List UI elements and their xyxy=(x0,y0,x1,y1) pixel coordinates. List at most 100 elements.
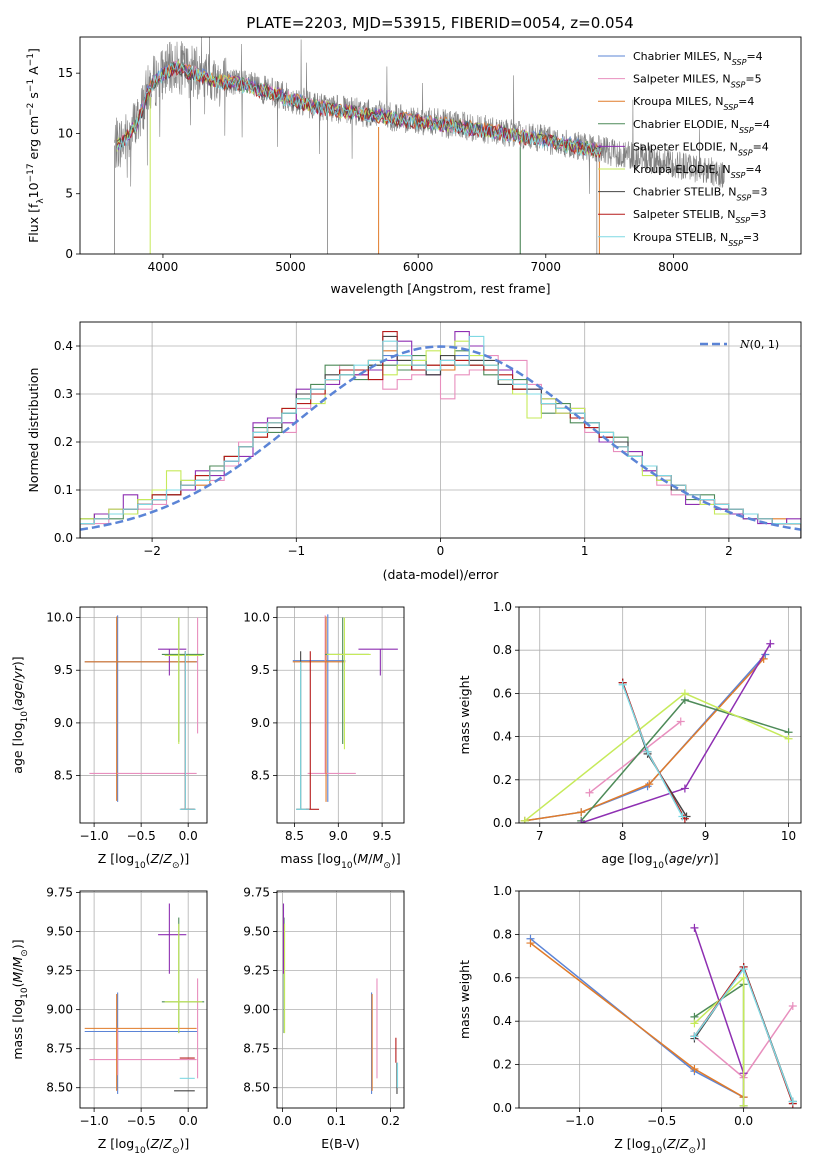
label-part: )] xyxy=(391,851,401,866)
x-tick-label: 0.0 xyxy=(734,1114,753,1128)
x-axis-label-mass-vs-ebv: E(B-V) xyxy=(321,1136,360,1151)
label-part: / xyxy=(692,851,697,866)
errorbar-kroupa-elodie xyxy=(326,617,371,750)
x-tick-label: 9.5 xyxy=(373,829,392,843)
legend-text: Kroupa ELODIE, N xyxy=(633,163,731,176)
label-part: 10 xyxy=(20,987,30,999)
legend-sub: SSP xyxy=(728,238,743,247)
axes-frame xyxy=(79,606,208,824)
label-part: 10 xyxy=(653,861,665,871)
x-tick-label: 7 xyxy=(536,829,544,843)
label-part: )] xyxy=(709,851,719,866)
axes-residuals: −2 −1 0 1 2 0.0 0.1 0.2 0.3 0.4 N(0, 1) (data-model… xyxy=(26,321,802,582)
legend-text: Salpeter MILES, N xyxy=(633,73,731,86)
errorbar-kroupa-elodie xyxy=(164,923,203,1034)
x-tick-label: 8000 xyxy=(658,260,689,274)
label-part: ( xyxy=(353,851,358,866)
label-part: Z [log xyxy=(98,851,134,866)
legend-label-kroupa-miles: Kroupa MILES, NSSP=4 xyxy=(633,95,754,112)
label-part: 10 xyxy=(134,1146,146,1156)
y-tick-label: 9.50 xyxy=(46,925,73,939)
x-tick-label: −1.0 xyxy=(565,1114,594,1128)
errorbar-salpeter-elodie xyxy=(158,648,187,676)
y-tick-label: 0.2 xyxy=(493,1058,512,1072)
axes-frame xyxy=(79,36,802,255)
plot-area-mass-vs-ebv xyxy=(282,903,399,1094)
axes-frame xyxy=(276,606,405,824)
label-part: 10 xyxy=(341,861,353,871)
legend-sub: SSP xyxy=(737,193,752,202)
weight-marker-kroupa-miles xyxy=(526,939,535,948)
y-axis-label-residuals: Normed distribution xyxy=(26,368,41,493)
errorbar-chabrier-miles xyxy=(292,614,346,802)
weight-marker-kroupa-elodie xyxy=(680,689,689,698)
legend-sub: SSP xyxy=(731,171,746,180)
y-tick-label: 9.00 xyxy=(46,1003,73,1017)
label-part: age xyxy=(10,683,25,707)
y-tick-label: 0.6 xyxy=(493,971,512,985)
label-part: 10 xyxy=(20,711,30,723)
label-part: / xyxy=(368,851,373,866)
label-part: 10 xyxy=(651,1146,663,1156)
y-tick-label: 0.4 xyxy=(493,730,512,744)
label-part: λ xyxy=(36,198,46,204)
x-tick-label: 0.0 xyxy=(179,829,198,843)
normal-curve xyxy=(80,345,801,531)
legend-text: Chabrier STELIB, N xyxy=(633,186,737,199)
label-part: −17 xyxy=(26,163,36,182)
x-axis-label-spectrum: wavelength [Angstrom, rest frame] xyxy=(330,281,550,296)
label-part: A xyxy=(26,66,41,79)
legend-sub: SSP xyxy=(739,125,754,134)
axes-mass-vs-z: −1.0 −0.5 0.0 8.50 8.75 9.00 9.25 9.50 9.75 Z [lo… xyxy=(10,886,208,1156)
y-tick-label: 10 xyxy=(58,126,73,140)
y-tick-label: 8.50 xyxy=(243,1081,270,1095)
x-tick-label: 2 xyxy=(725,544,733,558)
label-part: Flux [f xyxy=(26,203,41,243)
label-part: Z [log xyxy=(614,1136,650,1151)
legend-sub: SSP xyxy=(735,216,750,225)
legend-text: Kroupa STELIB, N xyxy=(633,231,728,244)
y-tick-label: 9.75 xyxy=(243,886,270,900)
legend-label-salpeter-elodie: Salpeter ELODIE, NSSP=4 xyxy=(633,140,769,157)
weight-marker-kroupa-stelib xyxy=(739,965,748,974)
label-part: )] xyxy=(179,1136,189,1151)
errorbar-salpeter-elodie xyxy=(158,903,187,974)
x-tick-label: −0.5 xyxy=(127,829,156,843)
x-tick-label: 0.2 xyxy=(381,1114,400,1128)
x-axis-label-weight-vs-age: age [log10(age/yr)] xyxy=(601,851,718,871)
weight-marker-kroupa-elodie xyxy=(739,1101,748,1108)
y-tick-label: 9.5 xyxy=(54,663,73,677)
label-part: ( xyxy=(146,851,151,866)
y-tick-label: 9.00 xyxy=(243,1003,270,1017)
y-tick-label: 8.75 xyxy=(243,1042,270,1056)
weight-marker-salpeter-elodie xyxy=(766,639,775,648)
weight-marker-kroupa-miles xyxy=(645,780,654,789)
x-tick-label: 0.0 xyxy=(273,1114,292,1128)
axes-weight-vs-z: −1.0 −0.5 0.00.00.20.40.60.81.0Z [log10(Z/… xyxy=(457,884,802,1156)
label-part: age xyxy=(669,851,693,866)
legend-text: Chabrier MILES, N xyxy=(633,50,732,63)
label-part: / xyxy=(159,851,164,866)
label-part: Z [log xyxy=(98,1136,134,1151)
plot-area-weight-vs-age xyxy=(520,639,793,823)
axes-spectrum: 4000 5000 6000 7000 8000 0 5 10 15 Chabrier MILES… xyxy=(26,36,802,296)
weight-marker-kroupa-stelib xyxy=(618,680,627,689)
errorbar-kroupa-miles xyxy=(84,994,197,1091)
y-tick-label: 9.25 xyxy=(46,964,73,978)
y-tick-label: 0.3 xyxy=(54,387,73,401)
plot-area-age-vs-mass xyxy=(292,614,398,810)
label-part: yr xyxy=(695,851,709,866)
legend-sub: SSP xyxy=(738,148,753,157)
y-tick-label: 0.1 xyxy=(54,483,73,497)
y-axis-label-age-vs-z: age [log10(age/yr)] xyxy=(10,656,30,773)
label-part: ( xyxy=(662,1136,667,1151)
label-part: ( xyxy=(146,1136,151,1151)
label-part: Z xyxy=(162,851,172,866)
x-tick-label: −0.5 xyxy=(647,1114,676,1128)
errorbar-kroupa-miles xyxy=(292,616,346,802)
legend-text: =4 xyxy=(754,118,770,131)
figure-title: PLATE=2203, MJD=53915, FIBERID=0054, z=0… xyxy=(246,14,633,32)
y-axis-label-weight-vs-age: mass weight xyxy=(457,675,472,754)
